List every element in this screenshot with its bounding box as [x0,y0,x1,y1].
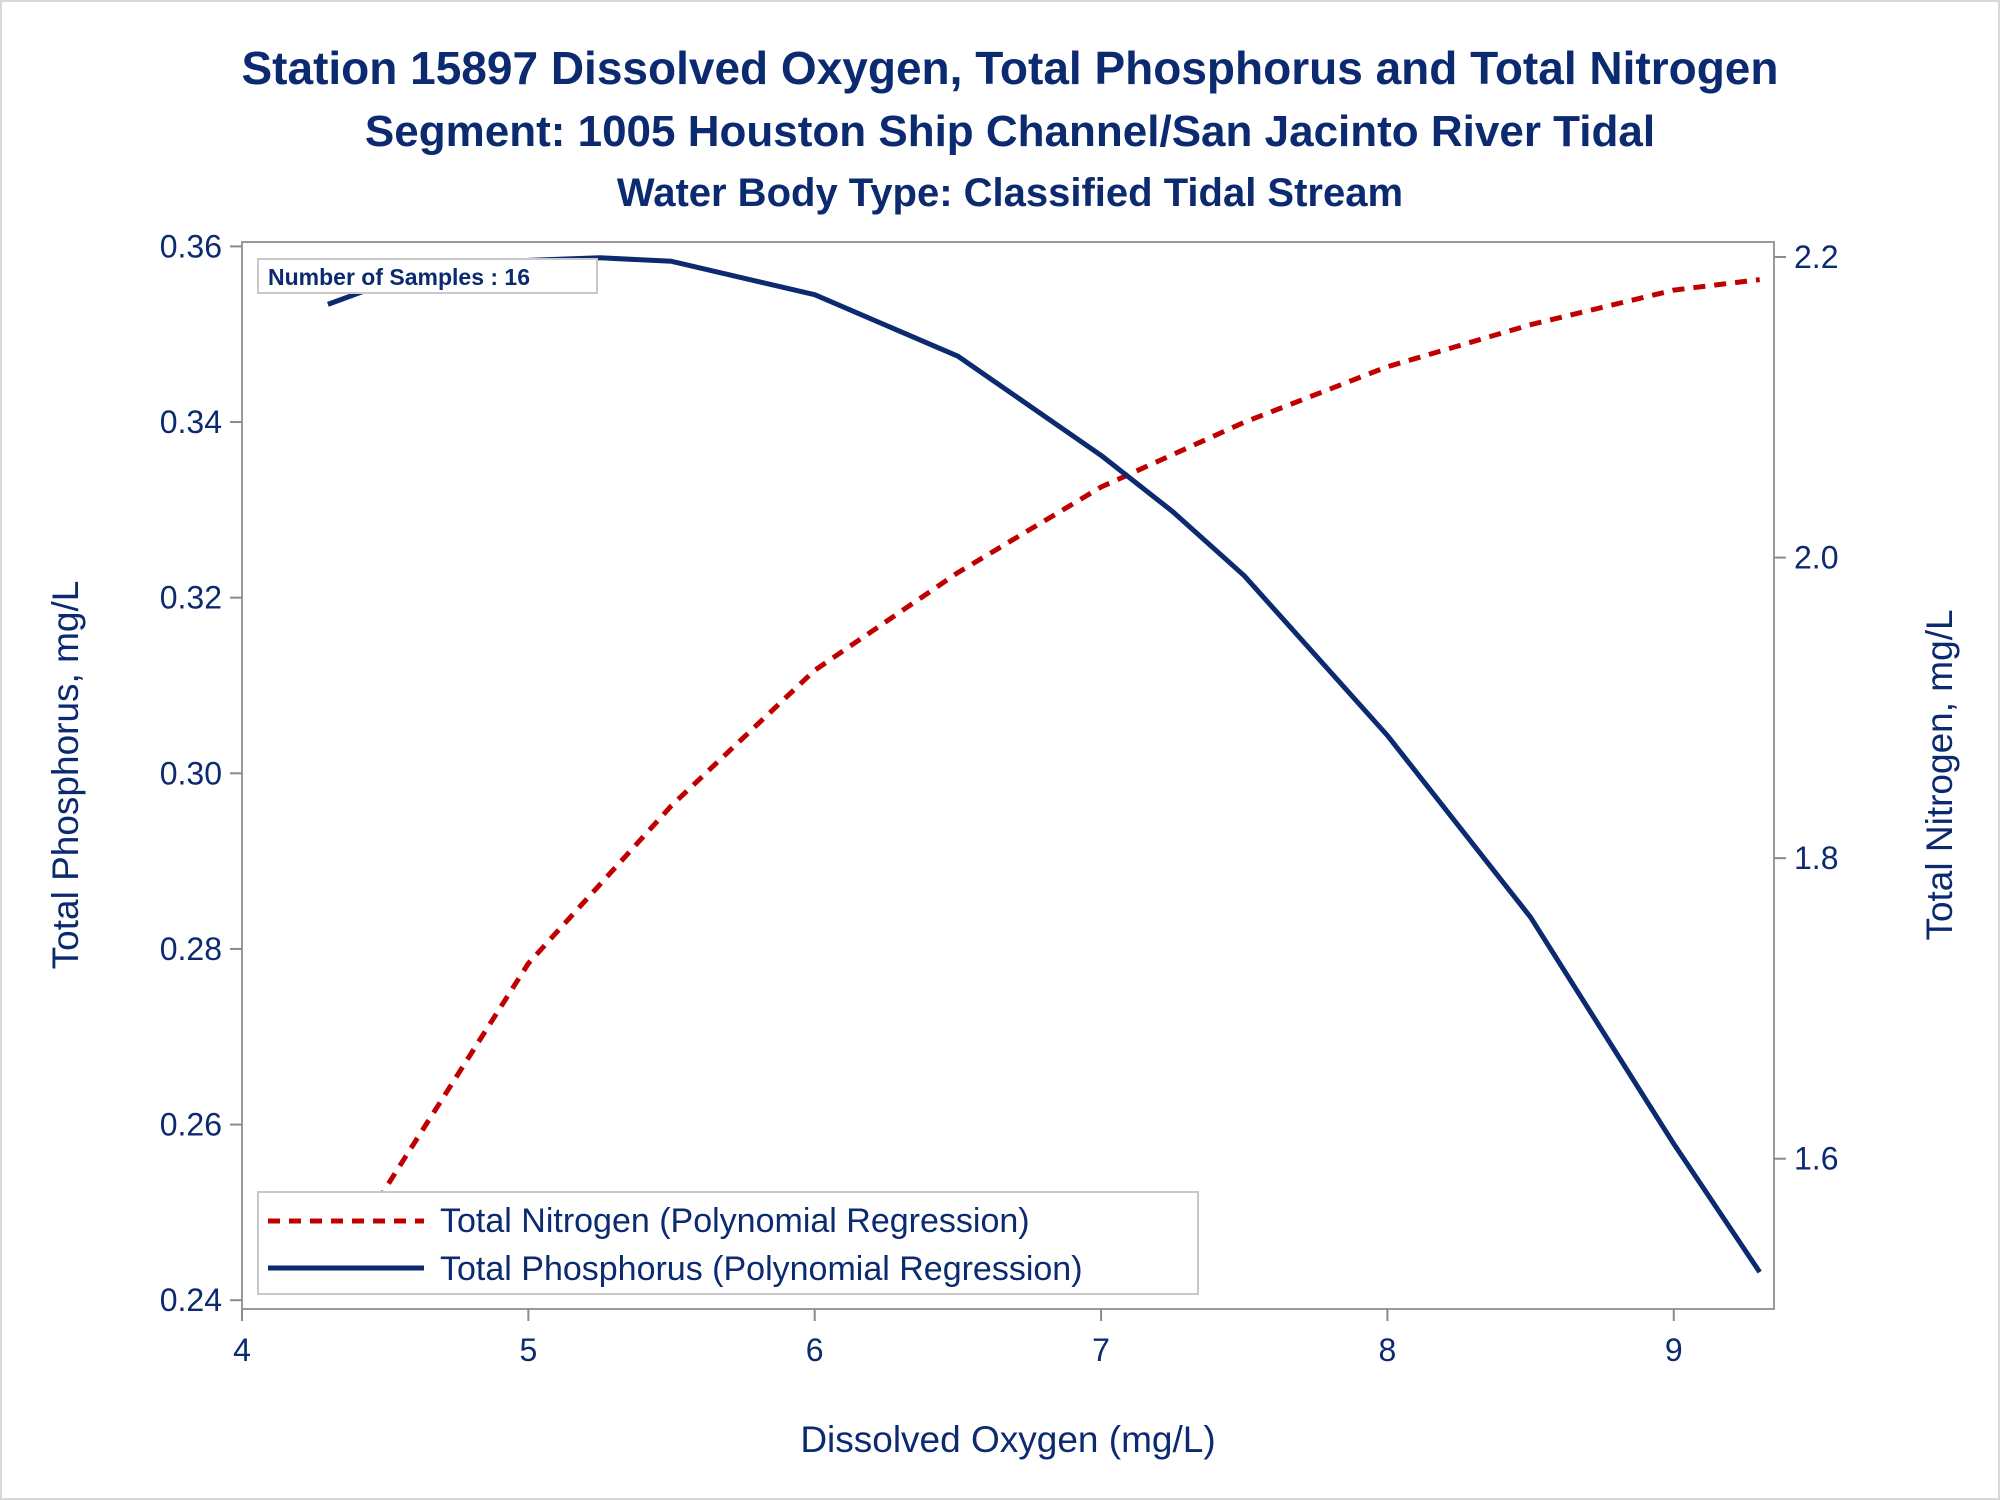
chart-title: Station 15897 Dissolved Oxygen, Total Ph… [241,42,1778,94]
y-left-tick-label: 0.32 [160,580,222,616]
series-line-total-nitrogen [325,277,1761,1296]
y-left-tick-label: 0.24 [160,1282,222,1318]
y-left-tick-label: 0.26 [160,1107,222,1143]
y-left-tick-label: 0.30 [160,755,222,791]
x-tick-label: 4 [233,1332,251,1368]
y-left-tick-label: 0.34 [160,404,222,440]
inset-sample-count: Number of Samples : 16 [257,258,598,294]
x-tick-label: 7 [1092,1332,1110,1368]
legend-label-total-nitrogen: Total Nitrogen (Polynomial Regression) [440,1202,1030,1240]
inset-label: Number of Samples : 16 [268,264,530,290]
y-axis-left: 0.24 0.26 0.28 0.30 0.32 0.34 0.36 [160,228,242,1318]
y-right-tick-label: 2.0 [1794,540,1838,576]
x-axis-label: Dissolved Oxygen (mg/L) [800,1419,1215,1460]
y-right-tick-label: 2.2 [1794,239,1838,275]
legend-label-total-phosphorus: Total Phosphorus (Polynomial Regression) [440,1250,1083,1288]
y-axis-right-label: Total Nitrogen, mg/L [1919,609,1960,940]
chart-subtitle: Segment: 1005 Houston Ship Channel/San J… [365,107,1655,156]
series-layer [325,255,1762,1296]
y-right-tick-label: 1.6 [1794,1141,1838,1177]
x-tick-label: 6 [806,1332,824,1368]
x-tick-label: 5 [519,1332,537,1368]
y-axis-left-label: Total Phosphorus, mg/L [45,581,86,970]
y-right-tick-label: 1.8 [1794,840,1838,876]
x-tick-label: 9 [1665,1332,1683,1368]
x-tick-label: 8 [1379,1332,1397,1368]
legend: Total Nitrogen (Polynomial Regression) T… [257,1191,1199,1295]
plot-area [241,241,1775,1310]
y-left-tick-label: 0.36 [160,228,222,264]
legend-box [257,1191,1199,1295]
y-axis-right: 1.6 1.8 2.0 2.2 [1774,239,1838,1177]
y-left-tick-label: 0.28 [160,931,222,967]
inset-box [257,258,598,294]
chart-subtitle-secondary: Water Body Type: Classified Tidal Stream [617,171,1403,215]
x-axis: 4 5 6 7 8 9 [233,1309,1683,1368]
series-line-total-phosphorus [327,255,1762,1274]
